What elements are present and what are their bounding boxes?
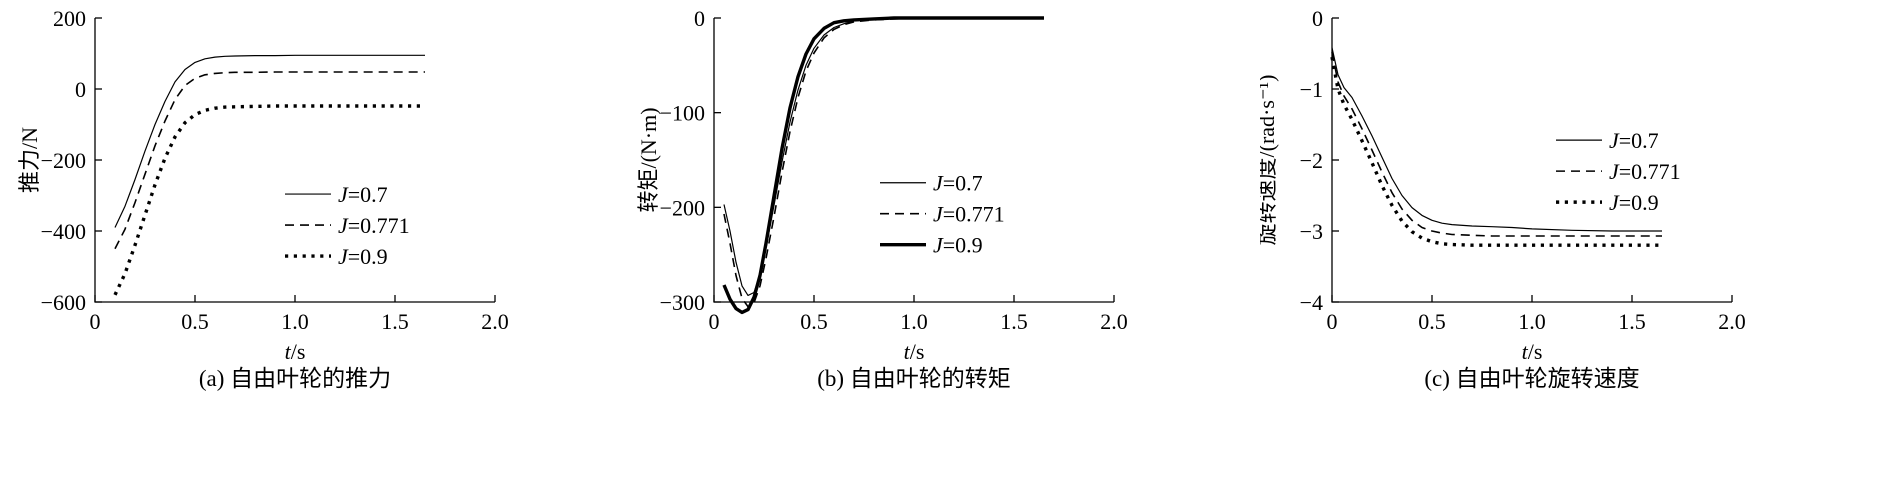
legend-label: J=0.7 <box>338 182 388 207</box>
y-tick-label: −200 <box>41 148 86 173</box>
x-tick-label: 2.0 <box>1718 309 1746 334</box>
series-line-J=0.7 <box>114 54 425 228</box>
x-tick-label: 0.5 <box>181 309 209 334</box>
y-tick-label: 0 <box>1312 6 1323 31</box>
series-line-J=0.7 <box>723 17 1044 296</box>
series-line-J=0.771 <box>723 17 1044 308</box>
y-axis-label: 推力/N <box>17 127 42 193</box>
y-tick-label: −2 <box>1300 148 1323 173</box>
y-tick-label: 0 <box>75 77 86 102</box>
y-axis-label: 转矩/(N·m) <box>636 107 661 212</box>
chart-b-caption: (b) 自由叶轮的转矩 <box>817 366 1011 391</box>
series-line-J=0.9 <box>1330 56 1662 247</box>
x-tick-label: 1.5 <box>1618 309 1646 334</box>
y-tick-label: −1 <box>1300 77 1323 102</box>
series-line-J=0.7 <box>1331 47 1662 232</box>
series-line-J=0.9 <box>722 16 1044 315</box>
chart-panel-c: 0 −1 −2 −3 −4 0 0.5 1.0 1.5 2.0 旋转速度/(rad·s⁻¹) t/s J… <box>1260 0 1890 485</box>
chart-a-caption: (a) 自由叶轮的推力 <box>198 366 392 391</box>
legend-label: J=0.771 <box>1609 159 1681 184</box>
legend-label: J=0.771 <box>338 213 410 238</box>
x-axis-label: t/s <box>1522 339 1543 362</box>
y-tick-label: −100 <box>660 101 705 126</box>
legend-label: J=0.7 <box>933 171 983 196</box>
y-axis-label: 旋转速度/(rad·s⁻¹) <box>1260 75 1279 246</box>
chart-c-rotation-speed: 0−1−2−3−40 0.5 1.0 1.5 2.0旋转速度/(rad·s⁻¹)t/sJ… <box>1260 6 1746 362</box>
y-tick-label: 200 <box>53 6 86 31</box>
x-tick-label: 0.5 <box>1418 309 1446 334</box>
y-tick-label: −200 <box>660 195 705 220</box>
x-tick-label: 2.0 <box>1100 309 1128 334</box>
x-tick-label: 0 <box>709 309 720 334</box>
y-tick-label: −4 <box>1300 290 1323 315</box>
x-axis-label: t/s <box>285 339 306 362</box>
legend-label: J=0.9 <box>338 244 388 269</box>
series-line-J=0.771 <box>1331 51 1662 237</box>
x-tick-label: 1.0 <box>1518 309 1546 334</box>
y-tick-label: −600 <box>41 290 86 315</box>
x-tick-label: 1.5 <box>381 309 409 334</box>
chart-c-caption: (c) 自由叶轮旋转速度 <box>1424 366 1640 391</box>
chart-panel-a: 200 0 −200 −400 −600 0 0.5 1.0 1.5 2.0 推力/N t/s J=0.… <box>0 0 630 485</box>
y-tick-label: 0 <box>694 6 705 31</box>
y-tick-label: −300 <box>660 290 705 315</box>
y-tick-label: −400 <box>41 219 86 244</box>
x-tick-label: 0.5 <box>800 309 828 334</box>
x-tick-label: 0 <box>1327 309 1338 334</box>
legend-label: J=0.9 <box>1609 190 1659 215</box>
legend-label: J=0.7 <box>1609 128 1659 153</box>
x-tick-label: 1.5 <box>1000 309 1028 334</box>
x-tick-label: 1.0 <box>281 309 309 334</box>
legend-label: J=0.771 <box>933 202 1005 227</box>
axis-lines <box>713 18 1114 303</box>
legend-label: J=0.9 <box>933 233 983 258</box>
axis-lines <box>94 18 495 303</box>
x-tick-label: 2.0 <box>481 309 509 334</box>
x-tick-label: 0 <box>90 309 101 334</box>
chart-panel-b: 0 −100 −200 −300 0 0.5 1.0 1.5 2.0 转矩/(N·m) t/s J=0… <box>630 0 1260 485</box>
x-axis-label: t/s <box>904 339 925 362</box>
x-tick-label: 1.0 <box>900 309 928 334</box>
series-line-J=0.9 <box>113 104 425 296</box>
y-tick-label: −3 <box>1300 219 1323 244</box>
